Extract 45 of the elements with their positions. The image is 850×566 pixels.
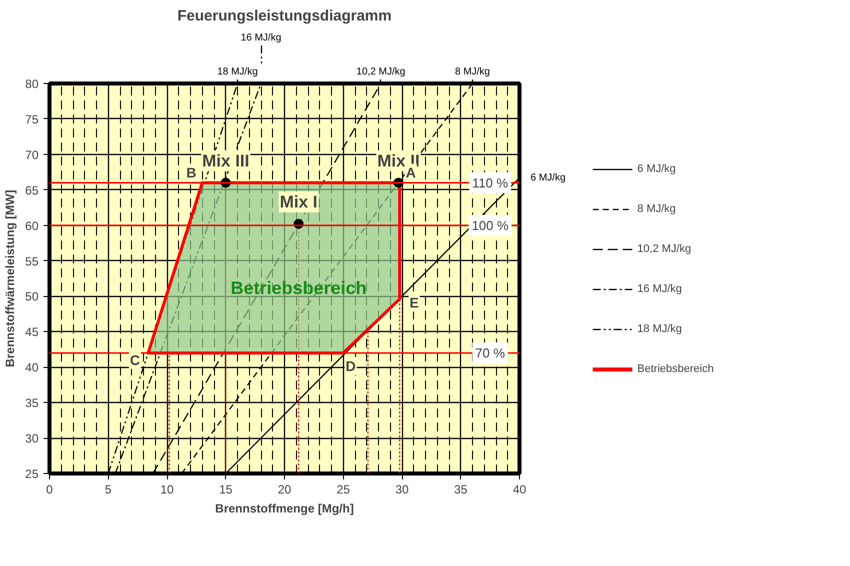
text: 18 MJ/kg	[217, 66, 258, 78]
x-tick-label: 25	[336, 482, 350, 496]
y-tick-label: 25	[25, 467, 39, 481]
annotation: B	[186, 164, 196, 180]
y-tick-label: 45	[25, 325, 39, 340]
x-tick-label: 20	[278, 482, 292, 496]
y-axis-title: Brennstoffwärmeleistung [MW]	[3, 190, 18, 368]
annotation: C	[130, 352, 140, 368]
annotation: Mix III	[202, 151, 250, 170]
y-tick-label: 50	[25, 290, 39, 304]
text: Betriebsbereich	[230, 278, 367, 298]
annotation: D	[346, 358, 356, 374]
y-tick-label: 30	[25, 432, 39, 446]
text: 8 MJ/kg	[454, 66, 490, 78]
legend-label: 10,2 MJ/kg	[637, 243, 692, 255]
text: 16 MJ/kg	[240, 32, 282, 44]
y-tick-label: 55	[25, 254, 39, 268]
x-tick-label: 30	[395, 482, 409, 496]
annotation: 110 %	[472, 175, 509, 190]
legend-label: 6 MJ/kg	[637, 163, 676, 175]
legend-label: 16 MJ/kg	[637, 283, 682, 295]
y-tick-label: 65	[25, 183, 39, 198]
annotation: 70 %	[475, 345, 506, 360]
y-tick-label: 70	[25, 148, 39, 162]
y-tick-label: 75	[25, 112, 39, 126]
x-tick-label: 10	[160, 482, 174, 496]
legend-label: 8 MJ/kg	[637, 203, 676, 215]
legend-label: 18 MJ/kg	[637, 323, 682, 335]
text: 10,2 MJ/kg	[356, 66, 406, 78]
x-tick-label: 0	[46, 482, 54, 496]
text: 6 MJ/kg	[530, 172, 566, 184]
x-tick-label: 40	[512, 482, 526, 496]
y-tick-label: 80	[25, 77, 39, 91]
chart-title: Feuerungsleistungsdiagramm	[177, 8, 392, 24]
annotation: E	[410, 294, 419, 311]
x-tick-label: 15	[219, 482, 233, 496]
x-tick-label: 35	[454, 482, 468, 496]
y-tick-label: 60	[25, 218, 39, 233]
x-tick-label: 5	[104, 482, 112, 496]
x-axis-title: Brennstoffmenge [Mg/h]	[215, 502, 354, 516]
annotation: 100 %	[472, 218, 509, 233]
y-tick-label: 35	[25, 396, 39, 410]
legend-label: Betriebsbereich	[637, 363, 714, 375]
annotation: Mix I	[280, 192, 318, 212]
y-tick-label: 40	[25, 360, 39, 375]
